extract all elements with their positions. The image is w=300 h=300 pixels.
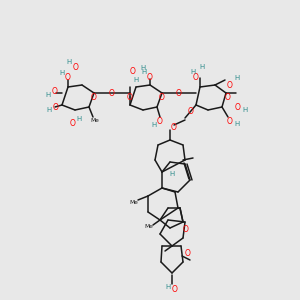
Text: O: O	[227, 80, 233, 89]
Text: H: H	[141, 69, 147, 75]
Text: O: O	[227, 116, 233, 125]
Text: H: H	[66, 59, 72, 65]
Text: O: O	[52, 88, 58, 97]
Text: O: O	[127, 92, 133, 101]
Text: O: O	[73, 64, 79, 73]
Text: H: H	[190, 69, 196, 75]
Text: H: H	[234, 75, 240, 81]
Text: H: H	[45, 92, 51, 98]
Text: H: H	[76, 116, 82, 122]
Text: H: H	[140, 65, 146, 71]
Text: O: O	[188, 107, 194, 116]
Text: Me: Me	[145, 224, 153, 230]
Text: H: H	[165, 284, 171, 290]
Text: H: H	[59, 70, 64, 76]
Text: O: O	[225, 92, 231, 101]
Text: O: O	[172, 284, 178, 293]
Text: O: O	[183, 226, 189, 235]
Text: O: O	[235, 103, 241, 112]
Text: O: O	[157, 118, 163, 127]
Text: O: O	[176, 88, 182, 98]
Text: O: O	[70, 119, 76, 128]
Text: H: H	[152, 122, 157, 128]
Text: Me: Me	[130, 200, 138, 205]
Text: O: O	[109, 88, 115, 98]
Text: H: H	[169, 171, 175, 177]
Text: H: H	[200, 64, 205, 70]
Text: Me: Me	[91, 118, 99, 124]
Text: H: H	[134, 77, 139, 83]
Text: O: O	[53, 103, 59, 112]
Text: O: O	[171, 124, 177, 133]
Text: O: O	[193, 74, 199, 82]
Text: O: O	[130, 68, 136, 76]
Text: H: H	[46, 107, 52, 113]
Text: O: O	[65, 74, 71, 82]
Text: O: O	[159, 92, 165, 101]
Text: O: O	[185, 250, 191, 259]
Text: O: O	[91, 92, 97, 101]
Text: H: H	[242, 107, 247, 113]
Text: H: H	[234, 121, 240, 127]
Text: O: O	[147, 74, 153, 82]
